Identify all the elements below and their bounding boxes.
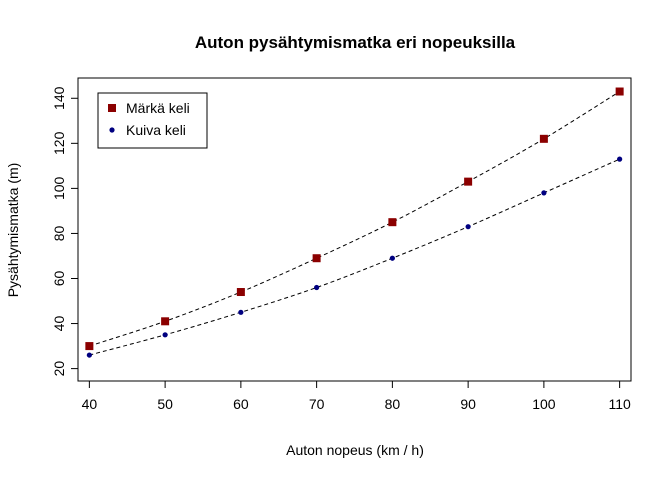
x-tick-label: 90 — [460, 396, 476, 412]
legend-box — [97, 92, 208, 149]
series-line-2 — [89, 158, 620, 356]
data-point-square — [388, 218, 397, 227]
data-point-square — [539, 134, 548, 143]
x-tick-label: 50 — [157, 396, 173, 412]
data-point-circle — [617, 156, 623, 162]
legend-label: Kuiva keli — [126, 122, 186, 138]
data-point-square — [615, 87, 624, 96]
x-tick-label: 40 — [82, 396, 98, 412]
y-tick-label: 60 — [51, 271, 67, 287]
y-tick-label: 20 — [51, 361, 67, 377]
series-layer — [85, 87, 624, 358]
x-tick-label: 80 — [385, 396, 401, 412]
data-point-square — [161, 317, 170, 326]
data-point-circle — [541, 190, 547, 196]
data-point-square — [464, 177, 473, 186]
data-point-circle — [162, 332, 168, 338]
data-point-square — [85, 342, 94, 351]
data-point-circle — [238, 309, 244, 315]
series-line-1 — [89, 91, 620, 347]
y-tick-label: 40 — [51, 316, 67, 332]
data-point-circle — [314, 284, 320, 291]
legend-marker-square — [108, 104, 116, 112]
x-axis-label: Auton nopeus (km / h) — [286, 442, 424, 458]
x-tick-label: 100 — [532, 396, 556, 412]
legend-label: Märkä keli — [126, 100, 190, 116]
data-point-square — [312, 254, 321, 263]
x-tick-label: 70 — [309, 396, 325, 412]
y-tick-label: 120 — [51, 131, 67, 155]
x-tick-label: 60 — [233, 396, 249, 412]
y-tick-label: 80 — [51, 225, 67, 241]
legend-marker-circle — [109, 127, 115, 133]
x-tick-label: 110 — [608, 396, 631, 412]
y-axis: 20 40 60 80 100 120 140 — [51, 86, 78, 376]
legend: Märkä keli Kuiva keli — [97, 92, 208, 149]
data-point-circle — [86, 352, 92, 358]
plot-frame — [77, 77, 632, 382]
chart-title: Auton pysähtymismatka eri nopeuksilla — [195, 33, 516, 52]
data-point-circle — [465, 224, 471, 230]
y-tick-label: 140 — [51, 86, 67, 110]
data-point-square — [236, 288, 245, 297]
x-axis: 40 50 60 70 80 90 100 110 — [82, 381, 631, 412]
y-axis-label: Pysähtymismatka (m) — [5, 163, 21, 298]
data-point-circle — [389, 255, 395, 261]
y-tick-label: 100 — [51, 176, 67, 200]
